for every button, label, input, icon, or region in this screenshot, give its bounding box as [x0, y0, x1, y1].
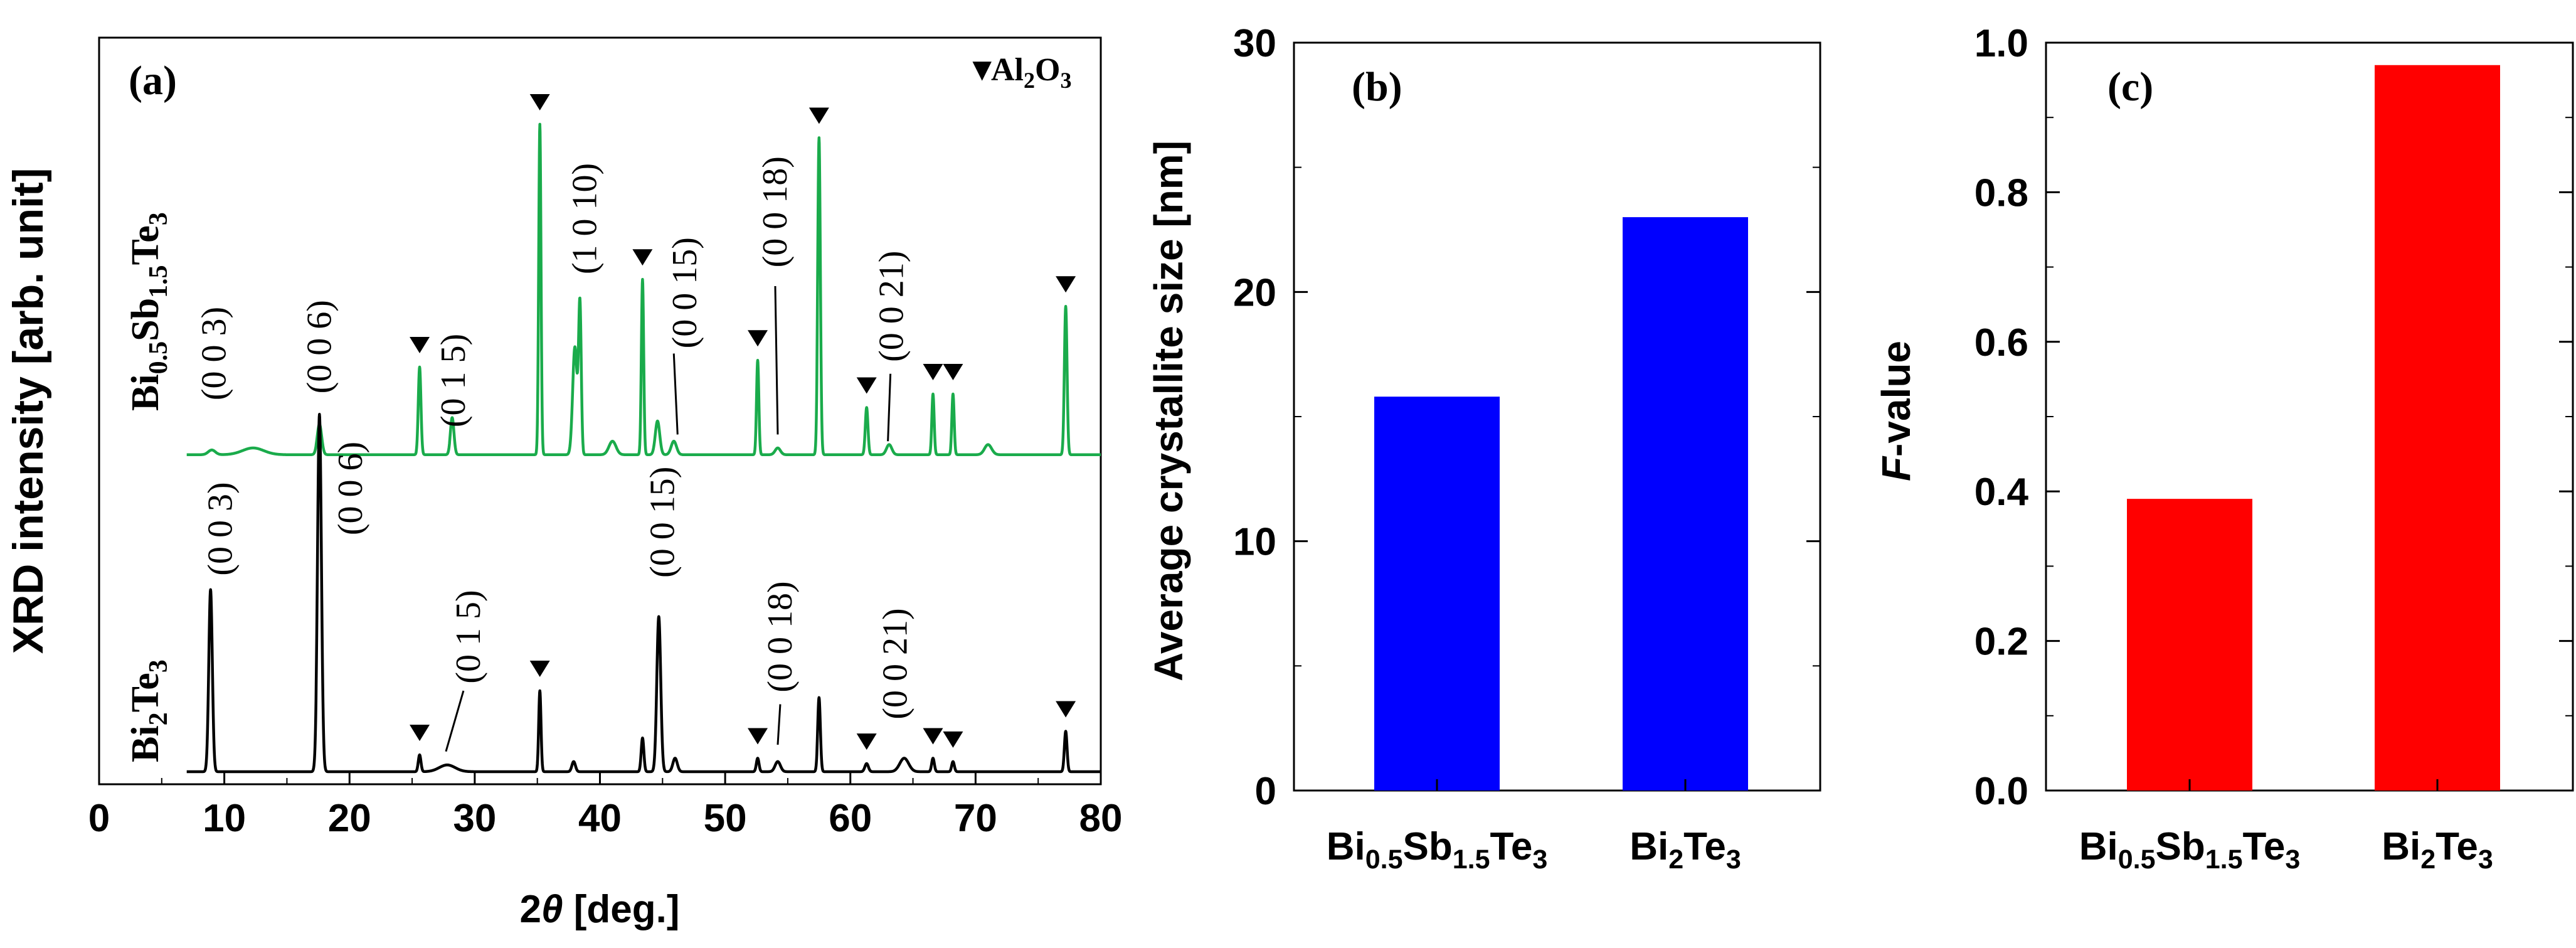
panel-a-xlabel: 2θ [deg.] [519, 888, 679, 931]
al2o3-marker [856, 377, 877, 394]
panel-a-label: (a) [129, 58, 177, 104]
panel-a-legend: ▼ Al2O3 [966, 52, 1071, 93]
series-label-bt: Bi2Te3 [124, 659, 173, 762]
panel-b-ylabel: Average crystallite size [nm] [1146, 141, 1191, 681]
al2o3-marker [1056, 276, 1076, 293]
bar-bi2te3 [1623, 217, 1748, 791]
peak-annotation: (0 0 3) [201, 482, 240, 575]
y-tick-label: 0 [1255, 770, 1276, 813]
peak-annotation: (0 0 21) [872, 251, 911, 362]
panel-a-series [185, 122, 1102, 774]
category-label: Bi0.5Sb1.5Te3 [1327, 825, 1547, 875]
panel-c-ylabel: F-value [1874, 341, 1919, 481]
x-tick-label: 80 [1079, 797, 1123, 840]
peak-annotation: (0 0 6) [331, 442, 370, 535]
legend-marker: ▼ [966, 52, 998, 88]
al2o3-marker [808, 107, 829, 124]
al2o3-marker [943, 731, 963, 748]
al2o3-marker [529, 661, 550, 677]
al2o3-marker [748, 728, 768, 745]
x-tick-label: 40 [578, 797, 622, 840]
y-tick-label: 30 [1233, 22, 1276, 65]
al2o3-marker [943, 364, 963, 380]
peak-annotation: (0 1 5) [449, 590, 488, 683]
peak-annotation: (0 0 18) [761, 581, 800, 692]
peak-annotation: (0 0 21) [876, 608, 915, 719]
al2o3-marker [748, 330, 768, 347]
peak-annotation: (0 0 15) [665, 237, 704, 348]
panel-c-y-ticks: 0.0 0.2 0.4 0.6 0.8 1.0 [1974, 22, 2573, 813]
category-label: Bi2Te3 [2382, 825, 2493, 875]
legend-label: Al2O3 [991, 52, 1071, 93]
panel-a-xrd: 0 10 20 30 40 50 60 70 80 (0 0 3) (0 0 6) (0 1 5)(… [4, 36, 1123, 931]
peak-annotation: (0 0 18) [756, 156, 795, 267]
x-tick-label: 0 [88, 797, 110, 840]
al2o3-marker [1056, 701, 1076, 718]
peak-annotation: (0 0 15) [643, 467, 682, 578]
bar-bisbte [1374, 397, 1500, 791]
panel-a-annotations: (0 0 3) (0 0 6) (0 1 5) (1 0 10) (0 0 15) (0 … [195, 156, 915, 752]
y-tick-label: 0.8 [1974, 171, 2028, 215]
category-label: Bi0.5Sb1.5Te3 [2079, 825, 2300, 875]
al2o3-marker [856, 733, 877, 750]
panel-a-frame [98, 36, 1102, 786]
panel-a-ylabel: XRD intensity [arb. unit] [4, 168, 52, 654]
panel-c-categories: Bi0.5Sb1.5Te3 Bi2Te3 [2079, 825, 2493, 875]
peak-annotation: (1 0 10) [566, 163, 605, 274]
peak-annotation: (0 0 3) [195, 307, 234, 400]
al2o3-marker [529, 94, 550, 110]
annotation-leader [887, 373, 892, 442]
annotation-leader [774, 285, 779, 435]
y-tick-label: 0.4 [1974, 471, 2029, 514]
y-tick-label: 1.0 [1974, 22, 2028, 65]
category-label: Bi2Te3 [1630, 825, 1741, 875]
al2o3-marker [632, 249, 653, 266]
panel-b-y-ticks: 0 10 20 30 [1233, 22, 1820, 813]
x-tick-label: 10 [203, 797, 246, 840]
x-tick-label: 20 [328, 797, 371, 840]
x-tick-label: 70 [954, 797, 997, 840]
al2o3-marker [410, 725, 430, 742]
y-tick-label: 0.2 [1974, 620, 2028, 664]
y-tick-label: 10 [1233, 521, 1276, 564]
panel-a-al2o3-markers [410, 94, 1076, 750]
annotation-leader [777, 704, 782, 745]
series-line-bisbte [185, 122, 1102, 457]
y-tick-label: 20 [1233, 271, 1276, 314]
panel-a-x-ticks: 0 10 20 30 40 50 60 70 80 [88, 773, 1123, 840]
y-tick-label: 0.6 [1974, 321, 2028, 365]
al2o3-marker [410, 337, 430, 353]
x-tick-label: 30 [453, 797, 496, 840]
x-tick-label: 50 [704, 797, 747, 840]
panel-b-label: (b) [1352, 64, 1402, 110]
annotation-leader [672, 353, 679, 435]
peak-annotation: (0 1 5) [434, 334, 473, 427]
panel-c-label: (c) [2107, 64, 2153, 110]
panel-c-fvalue: 0.0 0.2 0.4 0.6 0.8 1.0 Bi0.5Sb1.5Te3 Bi2Te3 (… [1874, 22, 2574, 875]
bar-bi2te3 [2375, 65, 2500, 791]
peak-annotation: (0 0 6) [300, 300, 339, 393]
panel-b-bars [1374, 217, 1748, 791]
panel-c-bars [2127, 65, 2500, 791]
panel-b-categories: Bi0.5Sb1.5Te3 Bi2Te3 [1327, 825, 1741, 875]
x-tick-label: 60 [829, 797, 872, 840]
y-tick-label: 0.0 [1974, 770, 2028, 813]
panel-b-crystallite: 0 10 20 30 Bi0.5Sb1.5Te3 Bi2Te3 (b) Average … [1146, 22, 1821, 875]
al2o3-marker [923, 364, 943, 380]
annotation-leader [445, 690, 465, 752]
bar-bisbte [2127, 499, 2252, 791]
al2o3-marker [923, 728, 943, 745]
series-line-bi2te3 [185, 413, 1102, 774]
series-label-bst: Bi0.5Sb1.5Te3 [124, 212, 173, 411]
